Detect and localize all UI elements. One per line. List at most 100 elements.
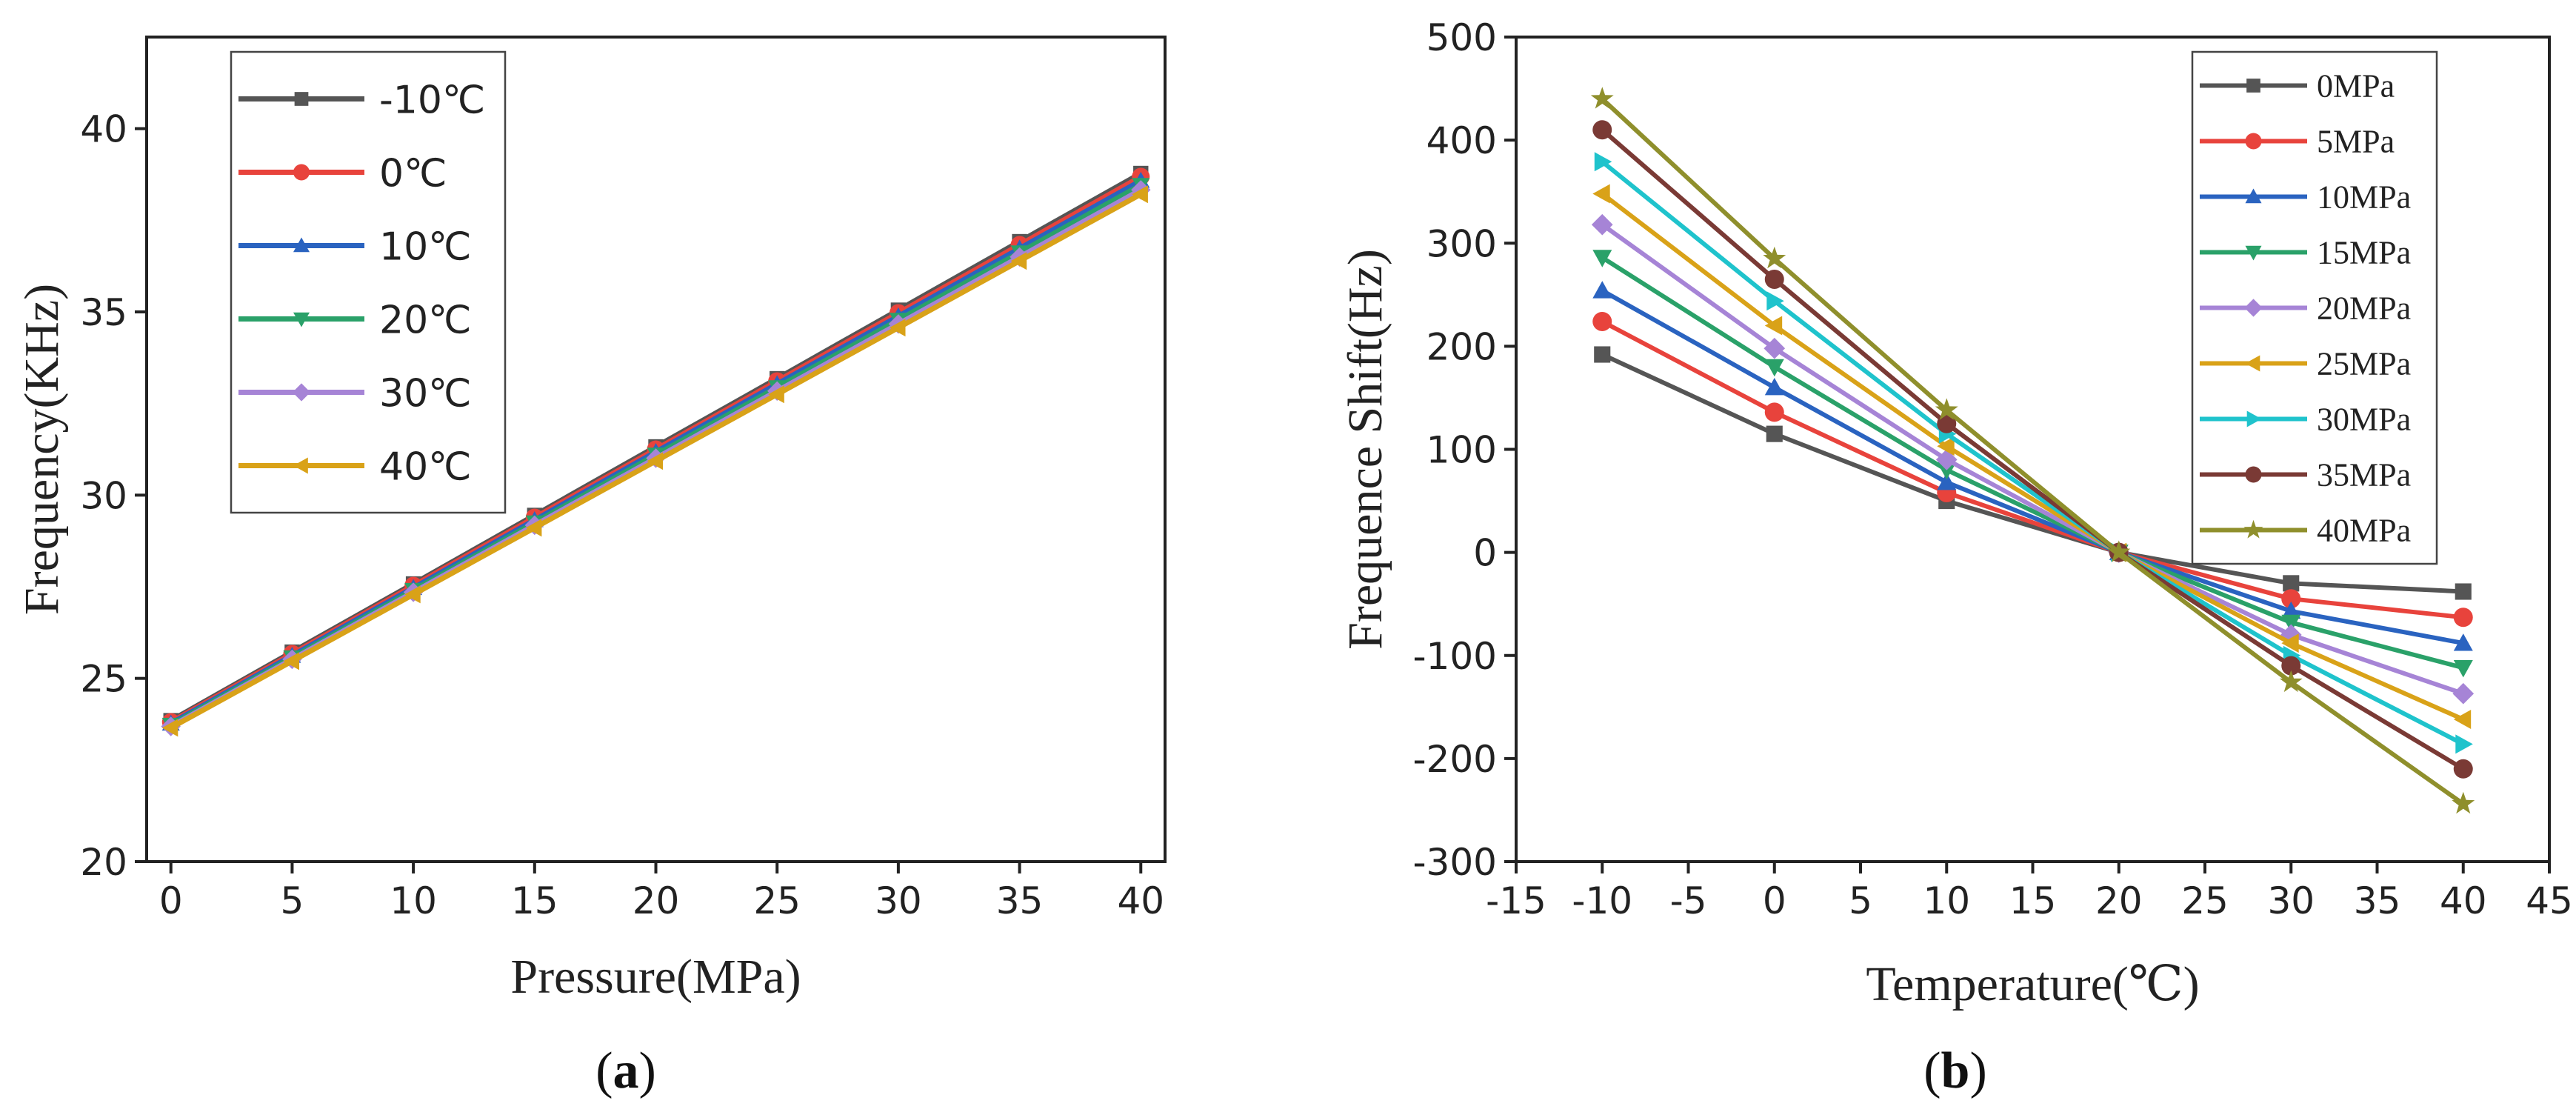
- y-tick-label-b: 500: [1427, 16, 1497, 59]
- series-line-b-0: [1601, 352, 2463, 594]
- series-line-b-7: [1601, 127, 2465, 771]
- legend-a: -10℃ 0℃ 10℃ 20℃ 30℃ 40℃: [230, 50, 507, 514]
- data-point-b-7-0: [1592, 120, 1612, 140]
- data-point-a-5-7: [1010, 252, 1027, 270]
- legend-marker-b-0: [2246, 79, 2260, 93]
- x-tick-label-b: 25: [2181, 879, 2229, 922]
- data-point-b-3-4: [2281, 614, 2301, 633]
- data-point-b-0-4: [2283, 575, 2300, 592]
- data-point-b-2-4: [2281, 601, 2301, 619]
- data-point-a-5-6: [889, 319, 906, 337]
- data-point-b-1-4: [2281, 589, 2301, 609]
- legend-marker-a-2: [293, 237, 310, 253]
- chart-a: 0 5 10 15 20 25 30 35 40 20 25 30 35 40 Pressure(MPa) F…: [15, 36, 1167, 1004]
- data-point-b-8-1: [1763, 246, 1786, 269]
- legend-marker-b-7: [2245, 466, 2262, 483]
- data-point-b-7-4: [2281, 656, 2301, 676]
- panel-a-close: ): [639, 1042, 656, 1099]
- panel-label-b: (b): [1923, 1042, 1987, 1099]
- x-tick-label-b: 10: [1923, 879, 1970, 922]
- data-point-b-5-2: [1937, 436, 1955, 456]
- y-tick-label-b: -300: [1413, 841, 1497, 884]
- data-point-b-0-0: [1594, 346, 1611, 363]
- x-tick-label-a: 35: [996, 879, 1044, 922]
- data-point-a-5-2: [404, 585, 421, 604]
- data-point-b-2-0: [1592, 281, 1612, 299]
- legend-marker-b-3: [2245, 245, 2262, 261]
- x-tick-label-a: 5: [281, 879, 304, 922]
- data-point-b-1-5: [2453, 608, 2473, 628]
- data-point-a-5-0: [161, 719, 178, 737]
- y-tick-label-a: 20: [80, 841, 127, 884]
- panel-label-a: (a): [595, 1042, 656, 1099]
- x-tick-label-a: 10: [390, 879, 437, 922]
- y-tick-label-a: 30: [80, 474, 127, 517]
- series-b-8: [1590, 87, 2475, 814]
- data-point-b-1-1: [1764, 402, 1784, 422]
- x-tick-label-a: 0: [159, 879, 183, 922]
- y-tick-label-b: 100: [1427, 429, 1497, 472]
- legend-marker-b-1: [2245, 133, 2262, 150]
- series-a-5: [161, 185, 1148, 737]
- legend-marker-b-4: [2244, 299, 2263, 317]
- data-point-b-5-5: [2453, 710, 2472, 729]
- x-tick-label-b: -15: [1486, 879, 1546, 922]
- y-tick-label-b: 0: [1473, 532, 1497, 575]
- data-point-b-6-1: [1766, 291, 1784, 311]
- series-line-b-2: [1601, 288, 2464, 646]
- x-tick-label-a: 15: [511, 879, 558, 922]
- legend-label-b-4: 20MPa: [2317, 290, 2411, 327]
- x-tick-label-b: -10: [1572, 879, 1632, 922]
- legend-label-b-5: 25MPa: [2317, 346, 2411, 382]
- data-point-b-8-5: [2452, 791, 2475, 814]
- panel-b-close: ): [1969, 1042, 1986, 1099]
- y-tick-label-a: 35: [80, 291, 127, 334]
- data-point-b-3-0: [1592, 250, 1612, 267]
- y-tick-label-a: 40: [80, 108, 127, 151]
- chart-b: -15 -10 -5 0 5 10 15 20 25 30 35 40 45 -300 -200 -100 0 1…: [1338, 16, 2573, 1011]
- data-point-a-5-5: [768, 385, 784, 404]
- x-tick-label-b: 40: [2440, 879, 2487, 922]
- panel-a-open: (: [595, 1042, 613, 1099]
- data-point-a-5-8: [1132, 185, 1148, 204]
- data-point-b-4-0: [1591, 213, 1613, 236]
- panel-a-letter: a: [613, 1042, 639, 1099]
- legend-label-a-2: 10℃: [379, 225, 472, 270]
- x-axis-title-a: Pressure(MPa): [510, 950, 801, 1004]
- legend-label-a-4: 30℃: [379, 372, 472, 416]
- y-tick-label-b: -100: [1413, 635, 1497, 678]
- x-tick-label-b: 35: [2354, 879, 2401, 922]
- data-point-b-5-4: [2281, 633, 2299, 653]
- data-point-b-6-0: [1594, 152, 1612, 172]
- series-line-b-4: [1601, 222, 2464, 696]
- y-tick-label-b: 300: [1427, 222, 1497, 265]
- x-tick-label-a: 40: [1117, 879, 1164, 922]
- data-point-a-5-1: [283, 652, 299, 670]
- x-axis-title-b: Temperature(℃): [1866, 957, 2199, 1011]
- data-point-b-2-5: [2453, 633, 2473, 651]
- data-point-b-6-5: [2455, 734, 2473, 754]
- x-tick-label-a: 25: [753, 879, 801, 922]
- legend-b: 0MPa 5MPa 10MPa 15MPa 20MPa 25MPa 30MPa 35MPa 40…: [2191, 50, 2438, 565]
- legend-marker-a-5: [293, 457, 308, 474]
- legend-marker-a-3: [293, 312, 310, 327]
- legend-marker-b-8: [2243, 519, 2263, 539]
- x-tick-label-b: 5: [1849, 879, 1872, 922]
- panel-b-letter: b: [1941, 1042, 1970, 1099]
- data-point-b-3-5: [2453, 660, 2473, 678]
- legend-label-b-7: 35MPa: [2317, 457, 2411, 493]
- panel-b-open: (: [1923, 1042, 1941, 1099]
- series-line-b-8: [1601, 97, 2465, 806]
- data-point-b-4-5: [2452, 682, 2475, 705]
- legend-marker-b-2: [2245, 188, 2262, 204]
- data-point-b-4-1: [1764, 337, 1786, 359]
- x-tick-label-a: 30: [875, 879, 922, 922]
- data-point-b-7-1: [1764, 269, 1784, 289]
- y-tick-label-b: 200: [1427, 325, 1497, 368]
- data-point-b-7-5: [2453, 759, 2473, 779]
- legend-label-b-2: 10MPa: [2317, 179, 2411, 216]
- x-tick-label-a: 20: [633, 879, 680, 922]
- legend-marker-b-6: [2246, 410, 2262, 427]
- y-tick-label-b: -200: [1413, 738, 1497, 781]
- legend-label-a-1: 0℃: [379, 152, 447, 196]
